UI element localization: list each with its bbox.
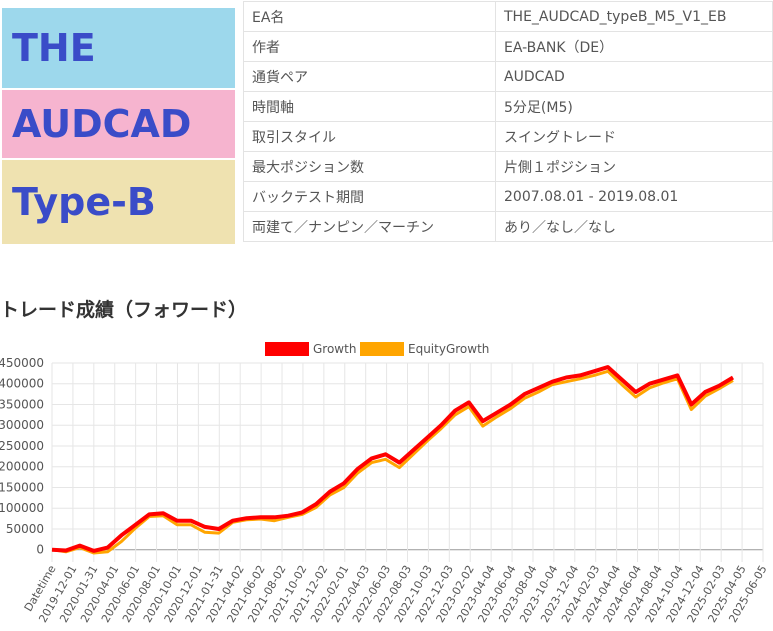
info-value: EA-BANK（DE） bbox=[495, 31, 773, 62]
info-label: 時間軸 bbox=[243, 91, 496, 122]
y-tick-label: 250000 bbox=[0, 439, 44, 453]
y-tick-label: 300000 bbox=[0, 418, 44, 432]
info-value: AUDCAD bbox=[495, 61, 773, 92]
info-label: EA名 bbox=[243, 1, 496, 32]
y-tick-label: 350000 bbox=[0, 397, 44, 411]
info-value: THE_AUDCAD_typeB_M5_V1_EB bbox=[495, 1, 773, 32]
info-value: スイングトレード bbox=[495, 121, 773, 152]
y-tick-label: 400000 bbox=[0, 377, 44, 391]
chart-grid bbox=[51, 362, 764, 562]
info-value: 片側１ポジション bbox=[495, 151, 773, 182]
chart-legend: Growth EquityGrowth bbox=[265, 342, 489, 356]
banner-title-pair: AUDCAD bbox=[2, 90, 235, 158]
info-label: 取引スタイル bbox=[243, 121, 496, 152]
legend-swatch-growth bbox=[265, 342, 309, 356]
legend-swatch-equity bbox=[360, 342, 404, 356]
info-row: 両建て／ナンピン／マーチン あり／なし／なし bbox=[243, 211, 773, 242]
info-label: バックテスト期間 bbox=[243, 181, 496, 212]
growth-chart: Growth EquityGrowth 0 50000 100000 150000 20… bbox=[0, 342, 770, 625]
info-row: 通貨ペア AUDCAD bbox=[243, 61, 773, 92]
y-tick-label: 200000 bbox=[0, 460, 44, 474]
banner-title-type: Type-B bbox=[2, 160, 235, 244]
y-tick-label: 0 bbox=[36, 543, 44, 557]
banner-title-the: THE bbox=[2, 8, 235, 88]
y-tick-label: 100000 bbox=[0, 501, 44, 515]
info-row: 時間軸 5分足(M5) bbox=[243, 91, 773, 122]
info-label: 最大ポジション数 bbox=[243, 151, 496, 182]
y-tick-label: 450000 bbox=[0, 356, 44, 370]
y-axis: 0 50000 100000 150000 200000 250000 300000 3500… bbox=[0, 356, 44, 557]
info-label: 作者 bbox=[243, 31, 496, 62]
info-row: EA名 THE_AUDCAD_typeB_M5_V1_EB bbox=[243, 1, 773, 32]
y-tick-label: 50000 bbox=[6, 522, 44, 536]
info-label: 両建て／ナンピン／マーチン bbox=[243, 211, 496, 242]
y-tick-label: 150000 bbox=[0, 480, 44, 494]
info-value: 2007.08.01 - 2019.08.01 bbox=[495, 181, 773, 212]
series-line-equity bbox=[51, 369, 734, 555]
section-title: トレード成績（フォワード） bbox=[0, 299, 248, 321]
legend-label-growth: Growth bbox=[313, 342, 356, 356]
chart-plot bbox=[51, 365, 735, 555]
info-row: 最大ポジション数 片側１ポジション bbox=[243, 151, 773, 182]
ea-banner: THE AUDCAD Type-B bbox=[0, 8, 236, 246]
series-line-growth bbox=[51, 365, 735, 553]
x-axis: Datetime2019-12-012020-01-312020-04-0120… bbox=[22, 563, 770, 625]
info-row: 作者 EA-BANK（DE） bbox=[243, 31, 773, 62]
legend-label-equity: EquityGrowth bbox=[408, 342, 489, 356]
info-label: 通貨ペア bbox=[243, 61, 496, 92]
info-value: あり／なし／なし bbox=[495, 211, 773, 242]
ea-info-table: EA名 THE_AUDCAD_typeB_M5_V1_EB 作者 EA-BANK（DE… bbox=[243, 1, 773, 242]
info-row: バックテスト期間 2007.08.01 - 2019.08.01 bbox=[243, 181, 773, 212]
info-row: 取引スタイル スイングトレード bbox=[243, 121, 773, 152]
info-value: 5分足(M5) bbox=[495, 91, 773, 122]
